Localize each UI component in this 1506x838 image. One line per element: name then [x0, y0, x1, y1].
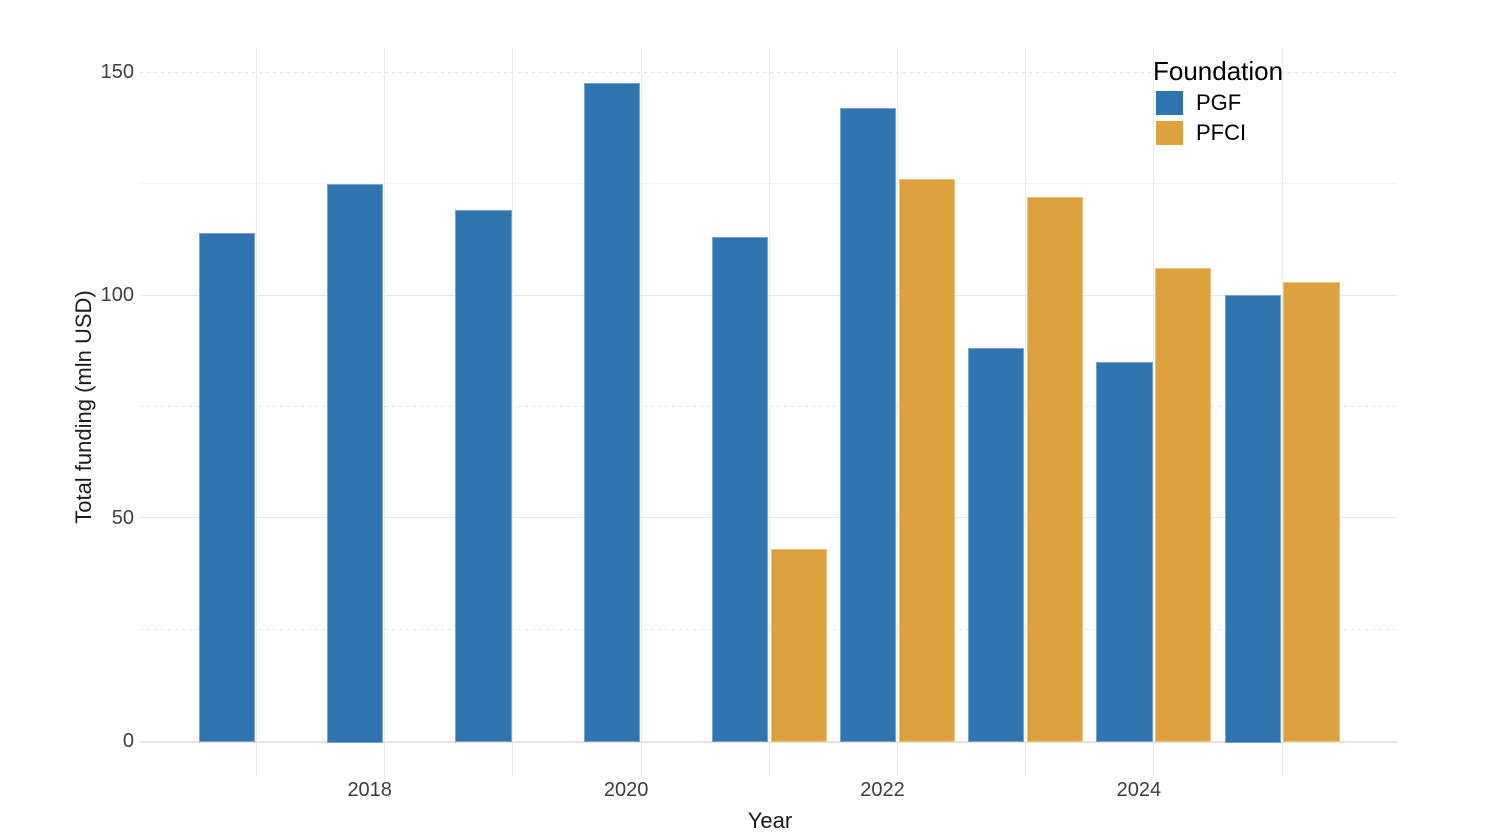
- gridline-v: [384, 48, 386, 742]
- gridline-h: [140, 183, 1397, 185]
- legend-item: PGF: [1153, 88, 1283, 117]
- y-tick-label: 150: [100, 61, 134, 84]
- gridline-v: [1153, 48, 1155, 742]
- y-axis-title: Total funding (mln USD): [71, 290, 96, 524]
- gridline-h: [140, 628, 1397, 630]
- y-tick-label: 50: [111, 506, 134, 529]
- x-axis-tick: [384, 742, 386, 775]
- gridline-h: [140, 517, 1397, 519]
- gridline-v: [897, 48, 898, 742]
- gridline-v: [1025, 48, 1027, 742]
- legend-swatch-pfci-icon: [1156, 120, 1183, 145]
- bar-pfci-2022: [898, 179, 955, 743]
- legend: Foundation PGF PFCI: [1153, 55, 1283, 147]
- x-axis-tick: [897, 742, 898, 775]
- bar-pfci-2025: [1283, 281, 1340, 743]
- bar-pfci-2024: [1155, 268, 1212, 743]
- y-tick-label: 0: [122, 729, 134, 752]
- x-tick-label: 2022: [860, 779, 905, 801]
- bar-pgf-2017: [199, 232, 256, 743]
- gridline-h: [140, 294, 1397, 296]
- gridline-v: [512, 48, 514, 742]
- bar-pgf-2019: [455, 210, 512, 743]
- x-axis-title: Year: [747, 808, 793, 833]
- bar-pgf-2025: [1224, 295, 1281, 743]
- x-tick-label: 2024: [1116, 779, 1162, 801]
- bar-pgf-2023: [968, 348, 1025, 743]
- gridline-h: [140, 71, 1397, 73]
- gridline-h: [140, 740, 1397, 743]
- x-axis-tick: [1153, 742, 1155, 775]
- legend-item-label: PFCI: [1196, 119, 1247, 145]
- legend-title: Foundation: [1153, 56, 1284, 86]
- legend-item-label: PGF: [1196, 89, 1242, 115]
- x-tick-label: 2018: [347, 779, 392, 801]
- x-axis-tick: [1025, 742, 1027, 775]
- x-axis-tick: [640, 742, 642, 775]
- x-axis-tick: [256, 742, 257, 775]
- bar-pfci-2023: [1026, 196, 1084, 743]
- bar-pgf-2018: [327, 183, 384, 743]
- bar-pgf-2021: [711, 237, 769, 743]
- x-axis-tick: [512, 742, 514, 775]
- legend-item: PFCI: [1153, 118, 1283, 147]
- gridline-h: [140, 405, 1397, 407]
- bar-pgf-2022: [840, 107, 897, 743]
- gridline-v: [256, 48, 257, 742]
- y-tick-label: 100: [100, 284, 134, 306]
- x-axis-tick: [1281, 742, 1283, 775]
- legend-swatch-pgf-icon: [1156, 90, 1183, 115]
- gridline-v: [640, 48, 642, 742]
- gridline-v: [1281, 48, 1283, 742]
- x-axis-tick: [768, 742, 770, 775]
- bar-pfci-2021: [770, 548, 827, 743]
- bar-pgf-2024: [1096, 361, 1153, 743]
- gridline-v: [768, 48, 770, 742]
- x-tick-label: 2020: [603, 779, 649, 801]
- bar-pgf-2020: [583, 83, 640, 743]
